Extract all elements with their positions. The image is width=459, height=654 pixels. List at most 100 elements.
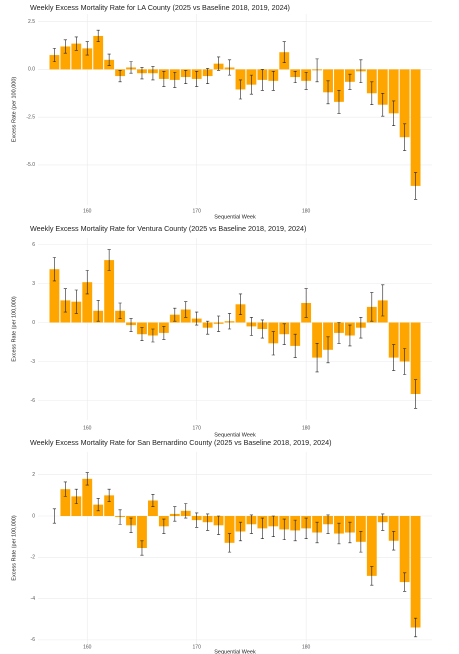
bar xyxy=(323,322,333,350)
bar xyxy=(410,322,421,394)
error-bar xyxy=(74,36,78,51)
bar xyxy=(71,496,82,516)
error-bar xyxy=(52,508,57,524)
y-tick-label: 0 xyxy=(32,320,35,326)
error-bar xyxy=(227,533,232,553)
error-bar xyxy=(118,302,122,319)
error-bar xyxy=(52,48,57,63)
bar xyxy=(334,69,344,102)
y-tick-label: 0 xyxy=(32,513,35,519)
bar xyxy=(366,516,377,576)
x-tick-label: 160 xyxy=(83,644,92,650)
y-tick-label: -4 xyxy=(31,596,36,602)
bar xyxy=(82,478,93,516)
error-bar xyxy=(184,70,188,85)
error-bar xyxy=(282,323,286,345)
x-tick-label: 180 xyxy=(302,208,311,214)
bar xyxy=(388,322,399,358)
error-bar xyxy=(140,540,144,556)
error-bar xyxy=(392,100,396,127)
y-axis-label: Excess Rate (per 100,000) xyxy=(11,296,17,362)
bar xyxy=(60,489,71,516)
error-bar xyxy=(151,494,155,508)
error-bar xyxy=(74,289,78,314)
bar xyxy=(355,516,366,542)
bar xyxy=(93,35,104,70)
y-tick-label: -2 xyxy=(31,555,36,561)
error-bar xyxy=(370,81,374,106)
x-tick-label: 180 xyxy=(302,644,311,650)
error-bar xyxy=(403,123,407,151)
error-bar xyxy=(348,73,352,90)
bar xyxy=(388,69,399,114)
error-bar xyxy=(260,517,264,540)
error-bar xyxy=(107,488,111,502)
error-bar xyxy=(85,41,89,56)
x-tick-label: 160 xyxy=(83,425,92,431)
bar xyxy=(410,516,421,628)
chart-title: Weekly Excess Mortality Rate for San Ber… xyxy=(30,438,332,447)
error-bar xyxy=(173,307,177,322)
error-bar xyxy=(206,68,210,85)
error-bar xyxy=(304,288,308,318)
bar xyxy=(235,69,246,90)
error-bar xyxy=(238,293,243,315)
y-tick-label: 2 xyxy=(32,472,35,478)
error-bar xyxy=(151,66,155,81)
error-bar xyxy=(326,514,330,534)
error-bar xyxy=(129,318,133,332)
bar xyxy=(377,69,388,105)
y-tick-label: -6 xyxy=(31,398,36,404)
error-bar xyxy=(403,348,407,375)
error-bar xyxy=(195,71,199,87)
y-tick-label: -3 xyxy=(31,359,36,365)
error-bar xyxy=(282,41,286,64)
error-bar xyxy=(52,257,57,282)
error-bar xyxy=(326,336,330,364)
error-bar xyxy=(107,53,111,66)
y-tick-label: -6 xyxy=(31,637,36,643)
bar xyxy=(104,495,115,516)
error-bar xyxy=(216,315,221,332)
bar xyxy=(410,69,421,186)
error-bar xyxy=(413,172,418,200)
error-bar xyxy=(206,513,210,531)
error-bar xyxy=(216,56,221,71)
bar xyxy=(399,322,410,362)
bar xyxy=(104,260,115,323)
error-bar xyxy=(370,566,374,586)
error-bar xyxy=(392,344,396,371)
error-bar xyxy=(359,317,363,339)
y-tick-label: -2.5 xyxy=(26,114,35,120)
error-bar xyxy=(151,328,155,343)
error-bar xyxy=(315,521,319,544)
error-bar xyxy=(162,71,166,87)
error-bar xyxy=(96,29,100,42)
x-axis-label: Sequential Week xyxy=(214,214,256,220)
error-bar xyxy=(392,531,396,551)
x-tick-label: 170 xyxy=(193,644,202,650)
bar xyxy=(399,69,410,138)
error-bar xyxy=(370,292,374,322)
error-bar xyxy=(238,79,243,100)
error-bar xyxy=(195,512,199,528)
error-bar xyxy=(227,59,232,76)
error-bar xyxy=(227,313,232,330)
error-bar xyxy=(162,518,166,534)
error-bar xyxy=(271,515,275,537)
error-bar xyxy=(140,327,144,341)
error-bar xyxy=(129,517,133,533)
y-tick-label: 2.5 xyxy=(28,19,35,25)
bar xyxy=(147,500,158,516)
error-bar xyxy=(403,572,407,592)
y-tick-label: 0.0 xyxy=(28,67,35,73)
bar xyxy=(366,69,377,94)
error-bar xyxy=(107,249,111,271)
error-bar xyxy=(74,488,78,504)
error-bar xyxy=(348,521,352,544)
bar xyxy=(399,516,410,583)
error-bar xyxy=(238,521,243,542)
error-bar xyxy=(260,319,264,339)
chart-title: Weekly Excess Mortality Rate for LA Coun… xyxy=(30,3,290,12)
